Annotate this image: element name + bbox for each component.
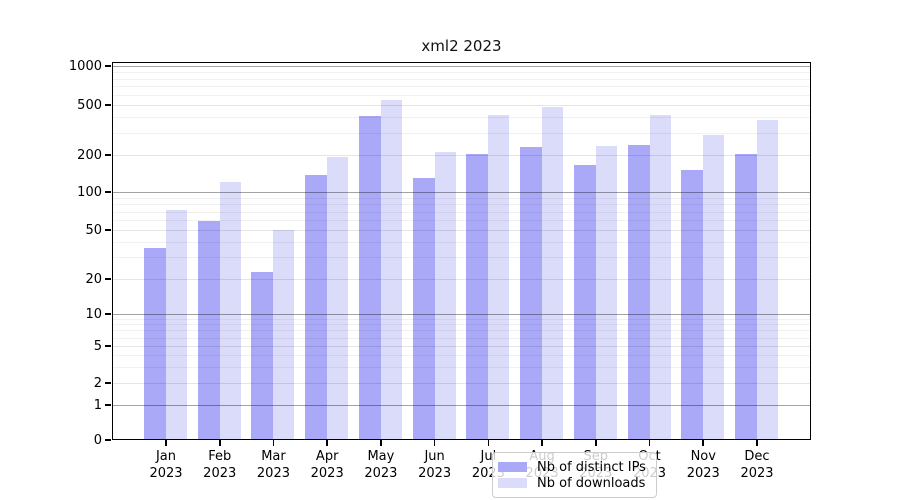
bar-downloads-may — [380, 99, 402, 440]
y-tick-label-0: 0 — [93, 432, 102, 448]
y-tick-label-20: 20 — [85, 271, 102, 287]
x-tick-month: Feb — [208, 449, 232, 464]
legend-row-downloads: Nb of downloads — [498, 475, 646, 491]
x-tick-mar — [272, 440, 275, 446]
x-tick-aug — [541, 440, 543, 446]
x-tick-year: 2023 — [149, 466, 183, 481]
x-tick-label-jan: Jan 2023 — [139, 448, 193, 482]
bar-ips-may — [358, 115, 381, 440]
y-tick-0 — [105, 439, 111, 441]
y-tick-500 — [105, 104, 111, 106]
legend-label-downloads: Nb of downloads — [537, 475, 646, 491]
legend-row-distinct-ips: Nb of distinct IPs — [498, 459, 646, 475]
bar-downloads-jan — [166, 210, 187, 440]
bar-downloads-jun — [434, 152, 456, 440]
y-tick-label-10: 10 — [85, 306, 102, 322]
y-tick-label-50: 50 — [85, 222, 102, 238]
bar-ips-oct — [627, 145, 650, 440]
x-tick-label-apr: Apr 2023 — [300, 448, 354, 482]
x-tick-year: 2023 — [203, 466, 237, 481]
bar-ips-jun — [412, 178, 435, 440]
legend-swatch-distinct-ips — [498, 462, 527, 472]
x-tick-month: Mar — [261, 449, 286, 464]
x-tick-year: 2023 — [686, 466, 720, 481]
bar-downloads-feb — [219, 182, 241, 440]
x-tick-month: Apr — [315, 449, 339, 464]
x-tick-label-nov: Nov 2023 — [676, 448, 730, 482]
x-tick-month: Dec — [744, 449, 770, 464]
x-tick-dec — [756, 440, 758, 446]
bars-layer — [112, 62, 811, 440]
bar-downloads-sep — [595, 146, 617, 440]
x-tick-year: 2023 — [418, 466, 452, 481]
bar-ips-dec — [734, 154, 757, 440]
bar-downloads-jul — [488, 115, 510, 440]
x-tick-sep — [595, 440, 597, 446]
x-tick-apr — [326, 440, 328, 446]
y-tick-label-500: 500 — [77, 97, 102, 113]
y-tick-100 — [105, 191, 111, 193]
x-tick-year: 2023 — [740, 466, 774, 481]
bar-ips-mar — [251, 271, 274, 440]
x-tick-label-jun: Jun 2023 — [408, 448, 462, 482]
x-tick-year: 2023 — [256, 466, 290, 481]
x-tick-oct — [648, 440, 651, 446]
chart-title: xml2 2023 — [421, 37, 502, 55]
legend-swatch-downloads — [498, 478, 527, 488]
x-tick-month: Jan — [155, 449, 177, 464]
x-tick-month: Jun — [424, 449, 445, 464]
y-tick-50 — [105, 229, 111, 231]
x-tick-month: Nov — [690, 449, 716, 464]
y-tick-20 — [105, 278, 111, 280]
bar-ips-apr — [305, 175, 328, 440]
y-tick-label-200: 200 — [77, 147, 102, 163]
bar-downloads-apr — [327, 157, 349, 440]
x-tick-jan — [165, 440, 167, 446]
y-tick-1 — [105, 404, 111, 406]
y-tick-label-5: 5 — [93, 338, 102, 354]
bar-downloads-mar — [273, 230, 295, 440]
y-tick-label-100: 100 — [77, 184, 102, 200]
x-tick-label-may: May 2023 — [354, 448, 408, 482]
y-tick-10 — [105, 313, 111, 315]
bar-downloads-nov — [703, 135, 725, 440]
x-tick-month: May — [367, 449, 395, 464]
x-tick-jun — [433, 440, 436, 446]
bar-downloads-oct — [649, 115, 671, 440]
y-tick-2 — [105, 382, 111, 384]
bar-downloads-dec — [756, 119, 778, 440]
x-tick-label-feb: Feb 2023 — [193, 448, 247, 482]
x-tick-nov — [702, 440, 705, 446]
bar-ips-sep — [573, 164, 596, 440]
y-tick-1000 — [105, 65, 111, 67]
legend-label-distinct-ips: Nb of distinct IPs — [537, 459, 646, 475]
x-tick-year: 2023 — [364, 466, 398, 481]
x-tick-may — [380, 440, 382, 446]
bar-ips-feb — [197, 220, 220, 440]
legend: Nb of distinct IPs Nb of downloads — [492, 452, 657, 498]
x-tick-feb — [218, 440, 221, 446]
y-tick-label-2: 2 — [93, 375, 102, 391]
bar-ips-jan — [144, 247, 166, 440]
y-tick-200 — [105, 154, 111, 156]
x-tick-jul — [487, 440, 490, 446]
bar-downloads-aug — [542, 107, 564, 440]
x-tick-label-dec: Dec 2023 — [730, 448, 784, 482]
plot-area: Nb of distinct IPs Nb of downloads — [112, 62, 811, 498]
x-tick-label-mar: Mar 2023 — [246, 448, 300, 482]
y-tick-label-1000: 1000 — [68, 58, 102, 74]
bar-ips-jul — [466, 154, 489, 440]
bar-ips-nov — [681, 170, 704, 440]
y-tick-5 — [105, 345, 111, 347]
bar-ips-aug — [520, 146, 543, 440]
y-tick-label-1: 1 — [93, 397, 102, 413]
x-tick-year: 2023 — [310, 466, 344, 481]
